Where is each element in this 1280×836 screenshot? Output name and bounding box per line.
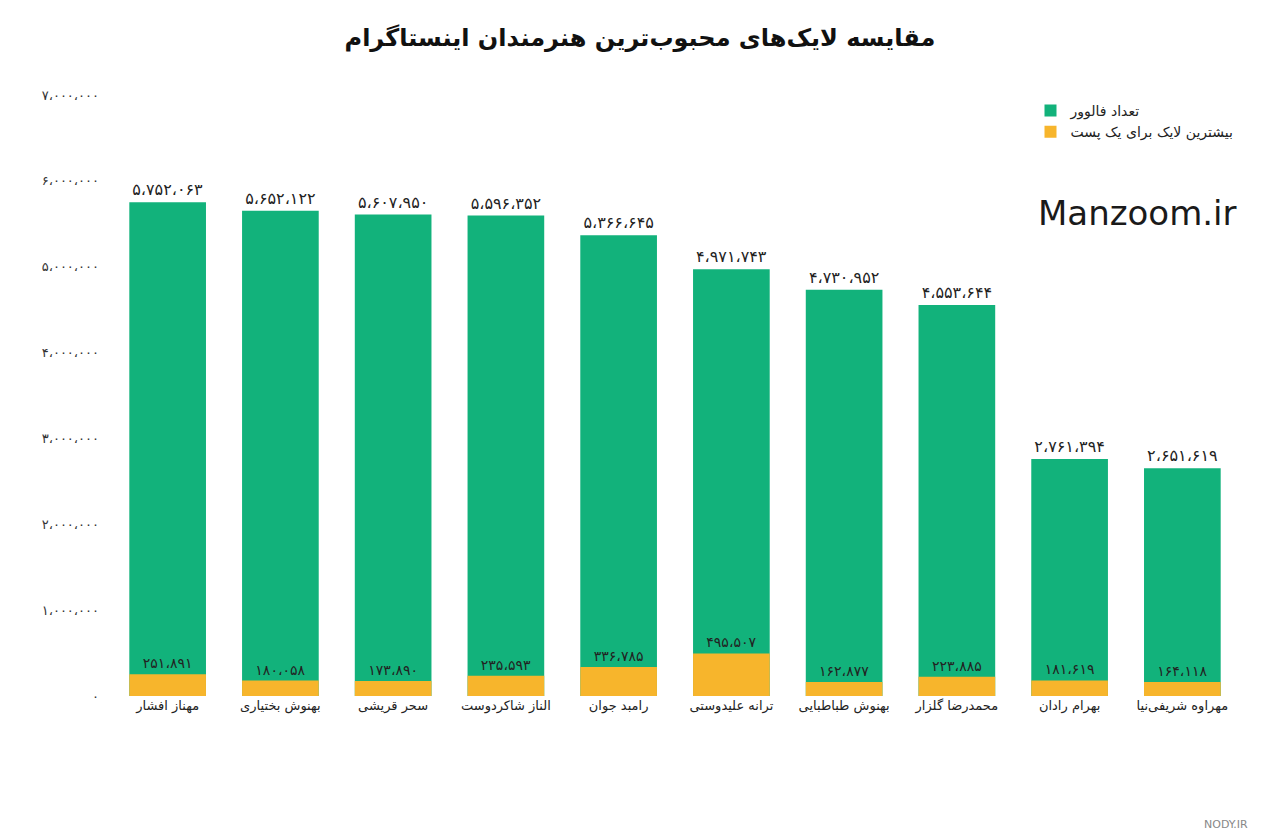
svg-text:بهرام رادان: بهرام رادان xyxy=(1039,698,1100,714)
svg-text:۰: ۰ xyxy=(92,689,99,704)
svg-text:۱۸۰،۰۵۸: ۱۸۰،۰۵۸ xyxy=(255,662,305,678)
svg-text:۵،۵۹۶،۳۵۲: ۵،۵۹۶،۳۵۲ xyxy=(471,194,541,213)
svg-text:الناز شاکردوست: الناز شاکردوست xyxy=(461,698,551,714)
svg-text:۴،۷۳۰،۹۵۲: ۴،۷۳۰،۹۵۲ xyxy=(809,268,879,287)
svg-text:۵،۷۵۲،۰۶۳: ۵،۷۵۲،۰۶۳ xyxy=(132,180,203,199)
svg-text:۴،۵۵۳،۶۴۴: ۴،۵۵۳،۶۴۴ xyxy=(922,283,992,302)
svg-text:۵،۶۰۷،۹۵۰: ۵،۶۰۷،۹۵۰ xyxy=(358,193,428,212)
svg-text:۴۹۵،۵۰۷: ۴۹۵،۵۰۷ xyxy=(706,634,756,650)
svg-text:۲،۷۶۱،۳۹۴: ۲،۷۶۱،۳۹۴ xyxy=(1034,437,1104,456)
svg-text:۵،۰۰۰،۰۰۰: ۵،۰۰۰،۰۰۰ xyxy=(42,259,99,274)
svg-text:۳،۰۰۰،۰۰۰: ۳،۰۰۰،۰۰۰ xyxy=(42,431,99,446)
svg-text:سحر قریشی: سحر قریشی xyxy=(358,698,428,714)
svg-text:رامبد جوان: رامبد جوان xyxy=(589,698,649,714)
svg-text:NODY.IR: NODY.IR xyxy=(1204,818,1248,831)
svg-text:۲۳۵،۵۹۳: ۲۳۵،۵۹۳ xyxy=(481,657,531,673)
svg-text:۲۵۱،۸۹۱: ۲۵۱،۸۹۱ xyxy=(143,655,193,671)
svg-text:مقایسه لایک‌های محبوب‌ترین هنر: مقایسه لایک‌های محبوب‌ترین هنرمندان اینس… xyxy=(345,24,936,52)
svg-text:۱۶۲،۸۷۷: ۱۶۲،۸۷۷ xyxy=(819,663,869,679)
svg-text:بهنوش طباطبایی: بهنوش طباطبایی xyxy=(799,698,890,714)
svg-text:تعداد فالوور: تعداد فالوور xyxy=(1070,103,1140,120)
svg-text:بیشترین لایک برای یک پست: بیشترین لایک برای یک پست xyxy=(1071,124,1233,141)
svg-text:۵،۶۵۲،۱۲۲: ۵،۶۵۲،۱۲۲ xyxy=(245,189,315,208)
svg-text:۲۲۳،۸۸۵: ۲۲۳،۸۸۵ xyxy=(932,658,982,674)
svg-text:۱۶۴،۱۱۸: ۱۶۴،۱۱۸ xyxy=(1157,663,1207,679)
svg-text:۱،۰۰۰،۰۰۰: ۱،۰۰۰،۰۰۰ xyxy=(42,603,99,618)
svg-text:بهنوش بختیاری: بهنوش بختیاری xyxy=(240,698,321,714)
svg-text:محمدرضا گلزار: محمدرضا گلزار xyxy=(915,698,999,714)
svg-text:۲،۶۵۱،۶۱۹: ۲،۶۵۱،۶۱۹ xyxy=(1147,446,1217,465)
svg-text:۴،۹۷۱،۷۴۳: ۴،۹۷۱،۷۴۳ xyxy=(696,247,767,266)
svg-text:مهناز افشار: مهناز افشار xyxy=(135,698,199,714)
svg-text:۳۳۶،۷۸۵: ۳۳۶،۷۸۵ xyxy=(594,648,644,664)
svg-text:۷،۰۰۰،۰۰۰: ۷،۰۰۰،۰۰۰ xyxy=(42,88,99,103)
svg-text:ترانه علیدوستی: ترانه علیدوستی xyxy=(689,698,773,714)
svg-text:۲،۰۰۰،۰۰۰: ۲،۰۰۰،۰۰۰ xyxy=(42,517,99,532)
svg-text:Manzoom.ir: Manzoom.ir xyxy=(1038,193,1237,233)
svg-text:۵،۳۶۶،۶۴۵: ۵،۳۶۶،۶۴۵ xyxy=(583,213,653,232)
svg-text:۴،۰۰۰،۰۰۰: ۴،۰۰۰،۰۰۰ xyxy=(42,345,99,360)
svg-text:۱۷۳،۸۹۰: ۱۷۳،۸۹۰ xyxy=(368,662,418,678)
svg-text:مهراوه شریفی‌نیا: مهراوه شریفی‌نیا xyxy=(1137,698,1229,714)
svg-text:۱۸۱،۶۱۹: ۱۸۱،۶۱۹ xyxy=(1045,661,1095,677)
svg-text:۶،۰۰۰،۰۰۰: ۶،۰۰۰،۰۰۰ xyxy=(42,173,99,188)
